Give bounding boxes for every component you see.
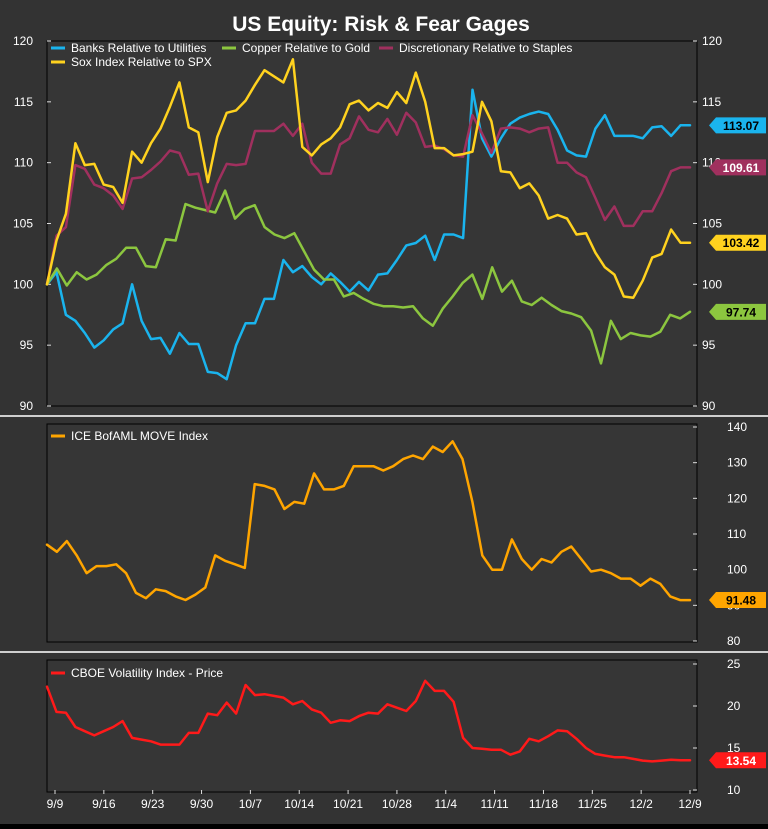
- top-right-tick-label: 115: [702, 95, 721, 109]
- top-plot-area: [46, 40, 698, 407]
- x-tick-label: 9/9: [47, 797, 64, 811]
- x-tick-label: 11/11: [480, 797, 509, 811]
- top-left-tick-label: 90: [20, 399, 34, 413]
- top-left-tick-label: 120: [13, 34, 33, 48]
- middle-right-tick-label: 110: [727, 527, 746, 541]
- top-right-tick-label: 100: [702, 277, 722, 291]
- x-tick-label: 9/16: [92, 797, 116, 811]
- top-legend-label-3: Sox Index Relative to SPX: [71, 55, 212, 69]
- x-tick-label: 10/28: [382, 797, 412, 811]
- top-legend-label-2: Discretionary Relative to Staples: [399, 41, 572, 55]
- middle-plot-area: [46, 423, 698, 643]
- x-tick-label: 11/18: [529, 797, 558, 811]
- top-right-tick-label: 120: [702, 34, 722, 48]
- bottom-legend-label-0: CBOE Volatility Index - Price: [71, 666, 223, 680]
- x-tick-label: 10/7: [239, 797, 263, 811]
- top-right-tick-label: 90: [702, 399, 716, 413]
- middle-legend-label-0: ICE BofAML MOVE Index: [71, 429, 208, 443]
- bottom-right-tick-label: 10: [727, 783, 741, 797]
- middle-right-tick-label: 120: [727, 491, 747, 505]
- top-value-tag-label-3: 103.42: [723, 236, 760, 250]
- bottom-value-tag-label-0: 13.54: [726, 754, 756, 768]
- x-tick-label: 9/30: [190, 797, 214, 811]
- x-tick-label: 11/25: [578, 797, 607, 811]
- top-value-tag-2: [709, 159, 766, 176]
- top-legend-label-1: Copper Relative to Gold: [242, 41, 370, 55]
- middle-right-tick-label: 80: [727, 634, 741, 648]
- middle-right-tick-label: 130: [727, 456, 747, 470]
- top-left-tick-label: 110: [14, 156, 33, 170]
- top-series-line-2: [45, 111, 692, 286]
- top-left-tick-label: 105: [13, 217, 33, 231]
- bottom-right-tick-label: 20: [727, 699, 741, 713]
- top-series-line-0: [45, 88, 692, 381]
- top-left-tick-label: 95: [20, 338, 34, 352]
- top-value-tag-3: [709, 234, 766, 251]
- top-left-tick-label: 100: [13, 277, 33, 291]
- x-tick-label: 10/21: [333, 797, 363, 811]
- middle-value-tag-0: [709, 592, 766, 609]
- top-series-line-1: [45, 189, 692, 365]
- chart-title: US Equity: Risk & Fear Gages: [232, 13, 530, 36]
- x-tick-label: 11/4: [435, 797, 458, 811]
- top-value-tag-1: [709, 303, 766, 320]
- bottom-value-tag-0: [709, 752, 766, 769]
- x-tick-label: 9/23: [141, 797, 165, 811]
- middle-series-line-0: [45, 440, 692, 602]
- top-value-tag-0: [709, 117, 766, 134]
- top-right-tick-label: 105: [702, 217, 722, 231]
- top-legend-label-0: Banks Relative to Utilities: [71, 41, 206, 55]
- bottom-right-tick-label: 25: [727, 657, 741, 671]
- top-value-tag-label-1: 97.74: [726, 305, 756, 319]
- middle-right-tick-label: 140: [727, 420, 747, 434]
- bottom-series-line-0: [45, 679, 692, 763]
- middle-right-tick-label: 100: [727, 563, 747, 577]
- top-value-tag-label-0: 113.07: [723, 119, 759, 133]
- top-left-tick-label: 115: [14, 95, 33, 109]
- middle-value-tag-label-0: 91.48: [726, 594, 756, 608]
- bottom-right-tick-label: 15: [727, 741, 741, 755]
- top-value-tag-label-2: 109.61: [723, 161, 760, 175]
- x-tick-label: 12/2: [629, 797, 653, 811]
- x-tick-label: 12/9: [678, 797, 702, 811]
- top-series-line-3: [45, 58, 692, 299]
- x-tick-label: 10/14: [284, 797, 314, 811]
- bottom-plot-area: [46, 659, 698, 793]
- top-right-tick-label: 95: [702, 338, 716, 352]
